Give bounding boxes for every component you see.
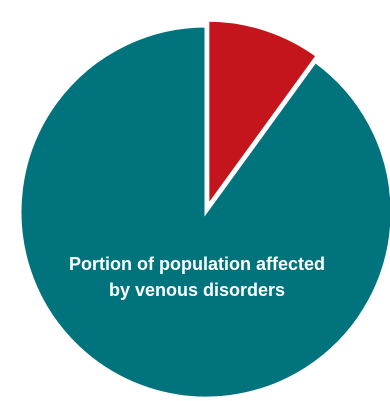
slice-label-line-2: by venous disorders xyxy=(109,280,285,300)
pie-slices xyxy=(18,18,390,400)
pie-slice-1 xyxy=(18,24,390,400)
slice-label-line-1: Portion of population affected xyxy=(69,254,325,274)
pie-slice-0 xyxy=(206,18,320,211)
